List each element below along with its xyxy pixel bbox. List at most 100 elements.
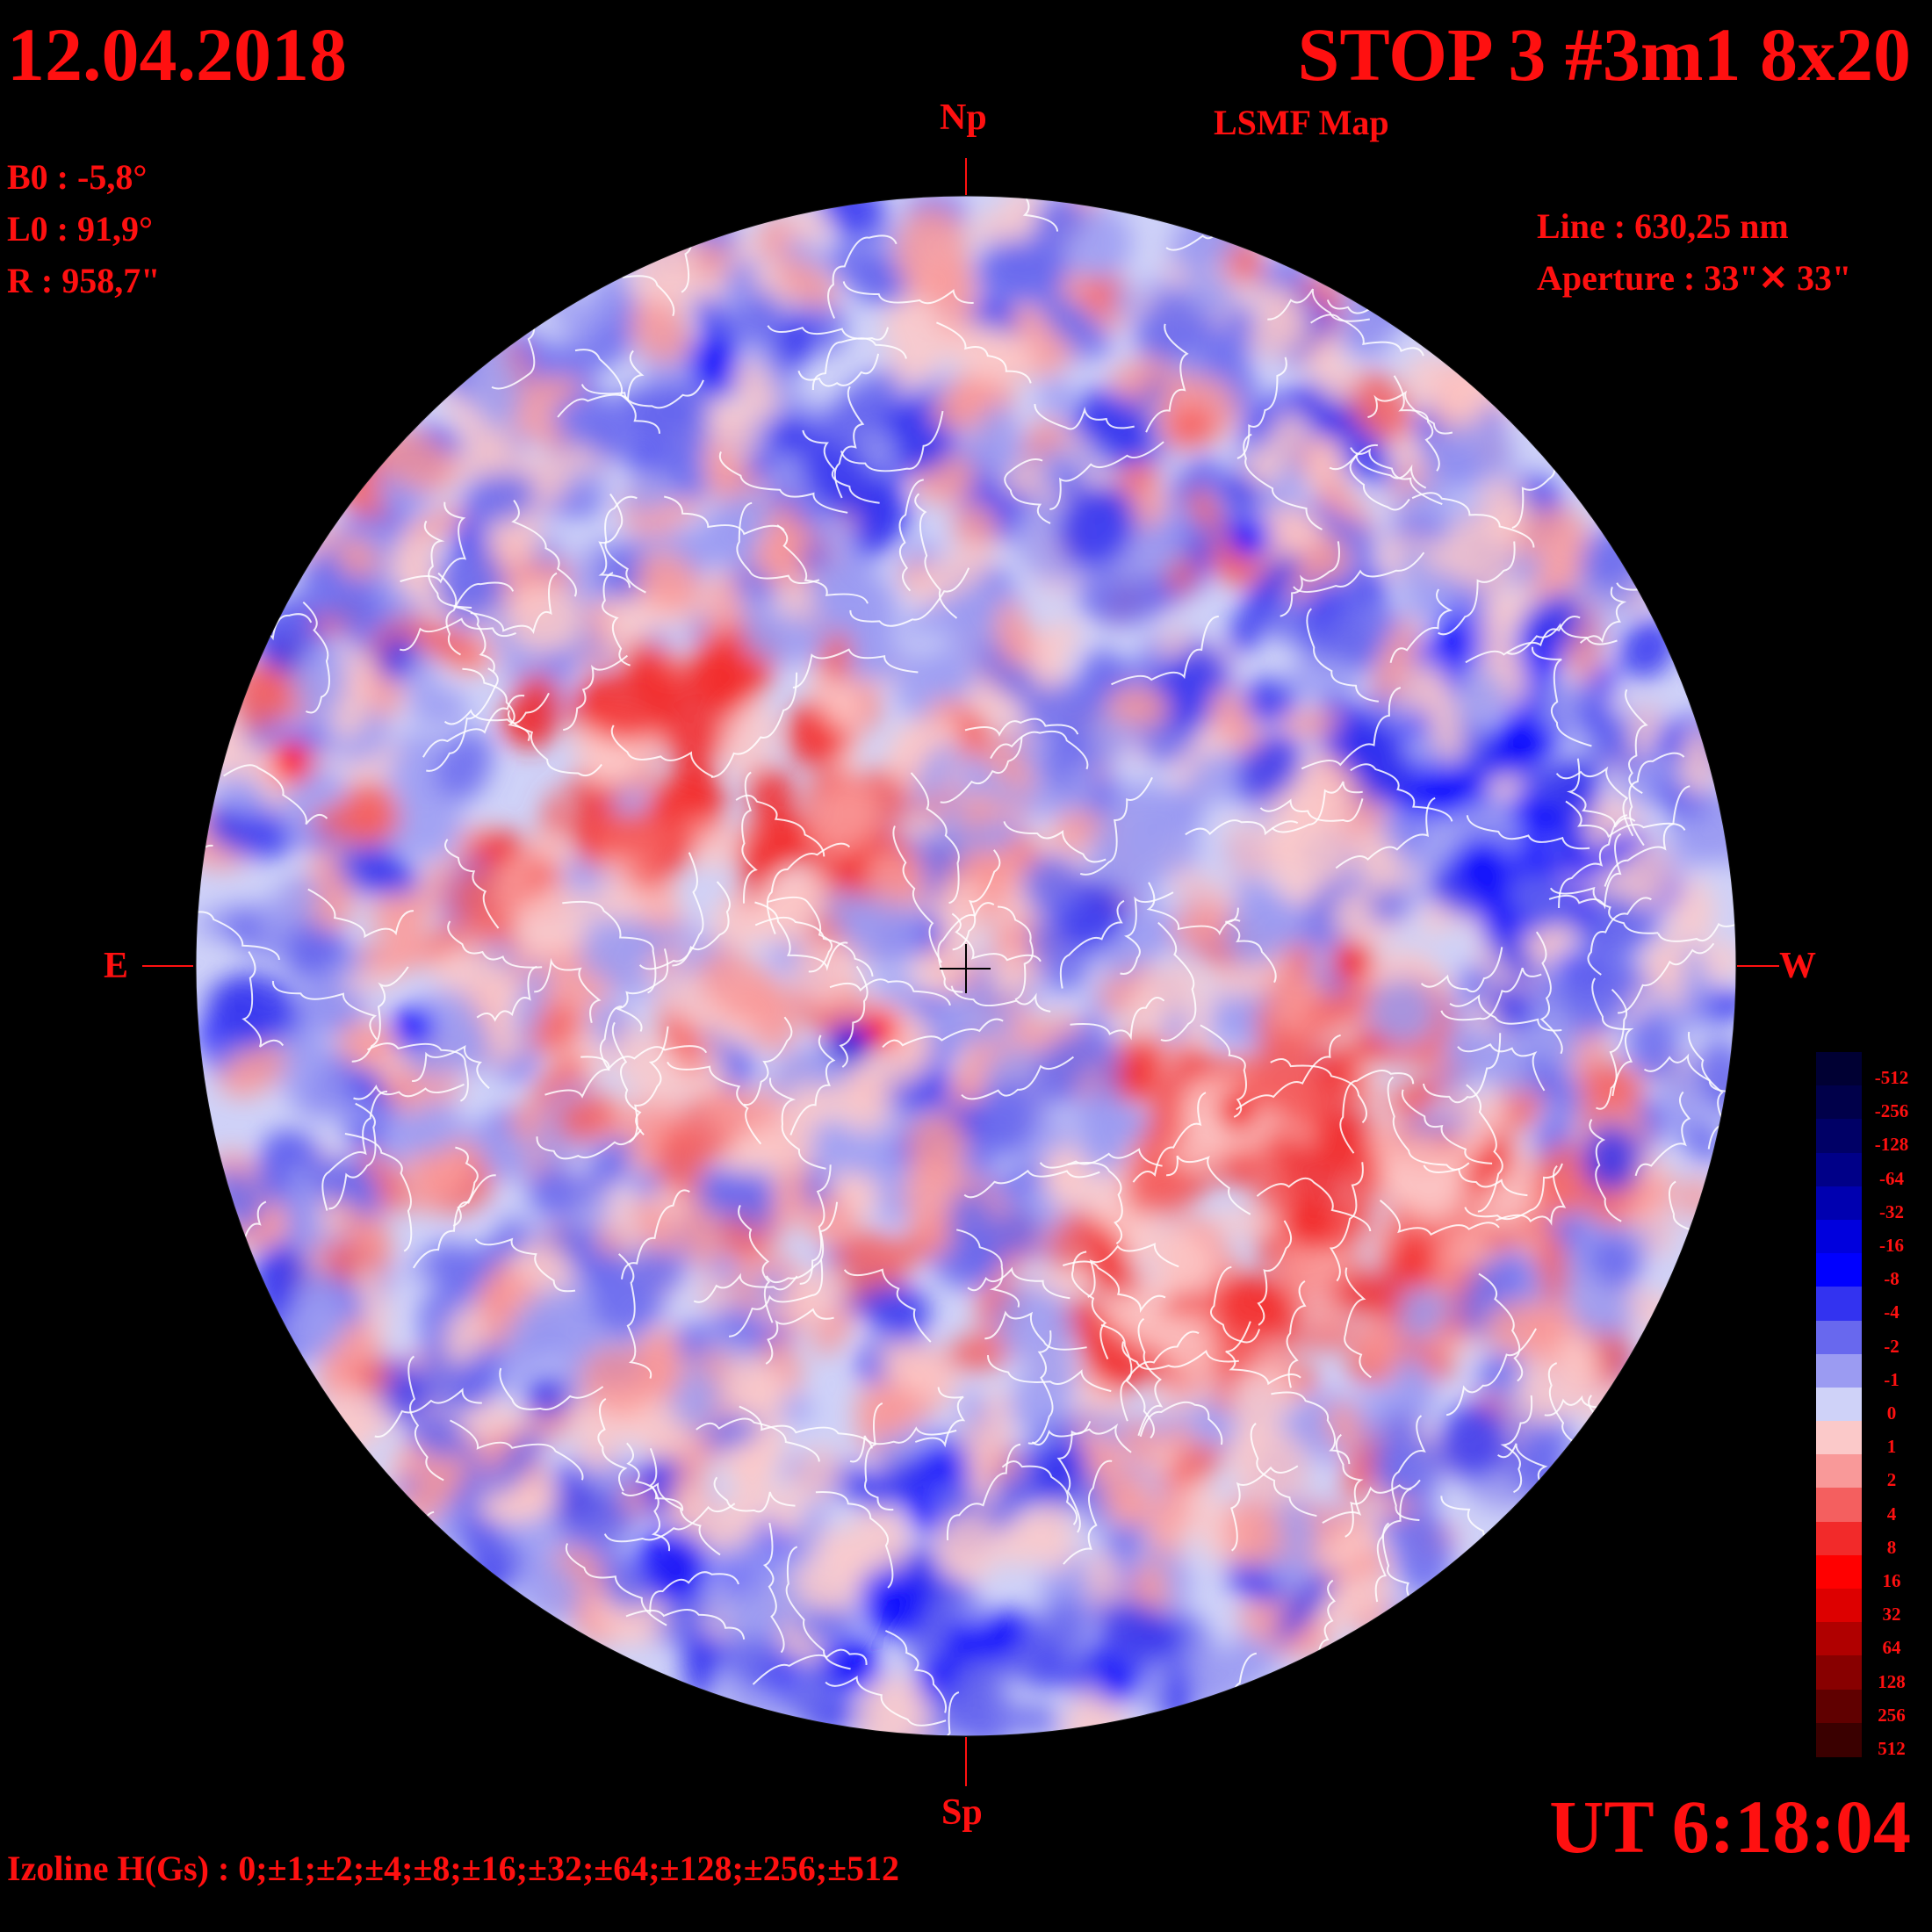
field-patch xyxy=(1143,1164,1195,1217)
field-patch xyxy=(721,703,778,778)
field-patch xyxy=(970,403,1022,480)
zero-contour xyxy=(223,764,328,825)
zero-contour xyxy=(580,379,704,409)
field-patch xyxy=(1136,917,1175,955)
east-label: E xyxy=(104,946,129,986)
field-patch xyxy=(1255,1176,1294,1222)
field-patch xyxy=(762,500,801,588)
zero-contour xyxy=(1339,1069,1415,1154)
zero-contour xyxy=(829,978,951,1006)
field-patch xyxy=(1053,802,1102,849)
zero-contour xyxy=(450,1419,584,1481)
field-patch xyxy=(1496,713,1546,759)
field-patch xyxy=(655,1124,704,1194)
field-patch xyxy=(936,1660,1002,1731)
zero-contour xyxy=(1259,798,1364,822)
zero-contour xyxy=(950,985,1051,1013)
field-patch xyxy=(565,466,609,496)
zero-contour xyxy=(767,325,890,341)
field-patch xyxy=(624,641,687,717)
field-patch xyxy=(1009,1353,1078,1429)
field-patch xyxy=(515,885,592,959)
zero-contour xyxy=(621,1482,721,1556)
colorbar-label: -32 xyxy=(1879,1200,1904,1222)
zero-contour xyxy=(1496,1164,1567,1226)
field-patch xyxy=(257,874,320,949)
field-patch xyxy=(289,1162,324,1251)
zero-contour xyxy=(833,386,865,499)
disk-limb xyxy=(195,195,1737,1737)
zero-contour xyxy=(367,1042,469,1102)
zero-contour xyxy=(1506,623,1618,655)
zero-contour xyxy=(1565,800,1686,839)
zero-contour xyxy=(1532,646,1592,747)
field-patch xyxy=(904,580,985,639)
zero-contour xyxy=(910,772,960,905)
izoline-legend: Izoline H(Gs) : 0;±1;±2;±4;±8;±16;±32;±6… xyxy=(7,1849,900,1888)
field-patch xyxy=(1526,1056,1576,1109)
zero-contour xyxy=(802,429,880,504)
colorbar-label: -1 xyxy=(1884,1368,1900,1390)
zero-contour xyxy=(1604,785,1690,887)
zero-contour xyxy=(447,920,543,969)
zero-contour xyxy=(967,1266,1071,1300)
field-patch xyxy=(1103,782,1182,856)
zero-contour xyxy=(649,1447,671,1552)
zero-contour xyxy=(963,1169,1100,1199)
zero-contour xyxy=(1423,1164,1528,1197)
field-patch xyxy=(705,1091,784,1135)
colorbar-swatch xyxy=(1816,1085,1862,1121)
field-patch xyxy=(1106,686,1171,727)
field-patch xyxy=(1023,1446,1089,1504)
zero-contour xyxy=(423,520,472,609)
field-patch xyxy=(608,922,703,963)
zero-contour xyxy=(1567,758,1636,828)
field-patch xyxy=(358,940,414,975)
field-patch xyxy=(1219,472,1264,510)
l0-value: L0 : 91,9° xyxy=(7,209,153,249)
observation-date: 12.04.2018 xyxy=(7,12,347,97)
field-patch xyxy=(387,785,463,861)
field-patch xyxy=(1100,1467,1151,1528)
field-patch xyxy=(1454,789,1510,849)
field-patch xyxy=(508,403,566,449)
zero-contour xyxy=(1039,1148,1163,1169)
zero-contour xyxy=(997,905,1034,1001)
zero-contour xyxy=(1270,1057,1367,1124)
field-patch xyxy=(733,1636,788,1691)
field-patch xyxy=(1273,1571,1335,1644)
field-patch xyxy=(1394,1352,1434,1403)
colorbar-swatch xyxy=(1816,1655,1862,1690)
colorbar-label: 0 xyxy=(1886,1402,1897,1424)
zero-contour xyxy=(1145,323,1189,433)
field-patch xyxy=(1163,1443,1223,1489)
field-patch xyxy=(947,1333,1013,1372)
zero-contour xyxy=(534,957,602,1023)
field-patch xyxy=(1419,422,1515,494)
field-patch xyxy=(767,1490,802,1539)
colorbar-label: 64 xyxy=(1882,1637,1901,1659)
zero-contour xyxy=(840,410,944,472)
zero-contour xyxy=(400,501,467,584)
colorbar xyxy=(1816,1052,1862,1757)
zero-contour xyxy=(1027,1330,1054,1445)
strong-field-spot xyxy=(1229,516,1272,559)
field-patch xyxy=(974,242,1069,306)
field-patch xyxy=(1126,961,1201,1030)
zero-contour xyxy=(638,852,704,970)
zero-contour xyxy=(445,581,515,656)
zero-contour xyxy=(1230,1465,1299,1552)
field-patch xyxy=(1271,977,1332,1042)
zero-contour xyxy=(1257,1220,1293,1326)
zero-contour xyxy=(1236,1034,1341,1111)
field-patch xyxy=(395,530,437,591)
field-patch xyxy=(325,1197,393,1259)
center-crosshair xyxy=(940,944,991,993)
zero-contour xyxy=(1293,551,1425,594)
field-patch xyxy=(1183,270,1238,316)
colorbar-label: 256 xyxy=(1878,1704,1906,1726)
colorbar-swatch xyxy=(1816,1554,1862,1590)
field-patch xyxy=(1453,667,1507,726)
colorbar-swatch xyxy=(1816,1521,1862,1556)
field-patch xyxy=(1039,378,1076,420)
